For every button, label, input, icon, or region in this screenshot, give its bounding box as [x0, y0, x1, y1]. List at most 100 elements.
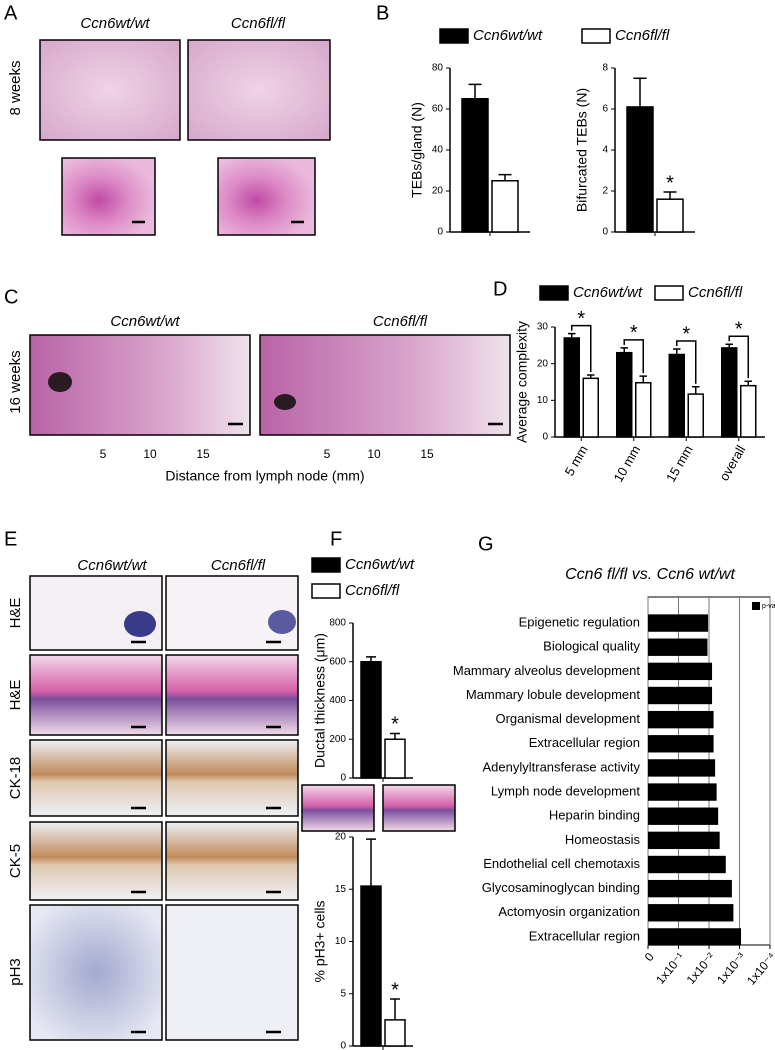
- micrograph: [259, 334, 511, 436]
- category-label: Mammary alveolus development: [453, 663, 641, 678]
- y-tick-label: 4: [602, 145, 608, 156]
- legend-swatch: [752, 602, 760, 610]
- legend-label: Ccn6wt/wt: [345, 556, 415, 573]
- error-bar: [692, 386, 700, 395]
- distance-tick: 5: [324, 447, 331, 461]
- category-label: Endothelial cell chemotaxis: [483, 856, 640, 871]
- legend-label: Ccn6wt/wt: [573, 284, 643, 301]
- micrograph: [165, 654, 299, 736]
- bar: [648, 783, 717, 801]
- row-label: 16 weeks: [7, 350, 24, 413]
- bar: [648, 928, 742, 946]
- y-tick-label: 20: [335, 832, 347, 843]
- lymph-node: [48, 372, 72, 392]
- significance-bracket: [571, 324, 592, 373]
- significance-bracket: [676, 340, 697, 384]
- bar: [687, 393, 704, 438]
- y-tick-label: 0: [542, 432, 548, 443]
- bar: [384, 738, 406, 779]
- significance-bracket: [623, 339, 644, 374]
- micrograph: [217, 157, 316, 236]
- lymph-node: [274, 394, 296, 410]
- y-tick-label: 200: [329, 734, 346, 745]
- legend-swatch: [581, 28, 611, 44]
- error-bar: [366, 838, 376, 887]
- y-tick-label: 15: [335, 884, 347, 895]
- bar: [616, 351, 633, 438]
- y-tick-label: 8: [602, 63, 608, 74]
- micrograph: [187, 39, 331, 141]
- micrograph: [39, 39, 181, 141]
- x-tick-label: 1x10⁻⁴: [744, 950, 775, 988]
- distance-tick: 5: [100, 447, 107, 461]
- y-tick-label: 10: [335, 936, 347, 947]
- y-tick-label: 20: [537, 358, 549, 369]
- category-label: Biological quality: [543, 639, 640, 654]
- bar: [668, 353, 685, 438]
- x-tick-label: 15 mm: [663, 443, 696, 485]
- x-axis-label: Distance from lymph node (mm): [165, 468, 364, 484]
- category-label: Heparin binding: [549, 808, 640, 823]
- category-label: Actomyosin organization: [498, 904, 640, 919]
- bar: [563, 337, 580, 438]
- bar: [740, 384, 757, 438]
- panel-label: G: [478, 533, 494, 555]
- micrograph: [382, 784, 456, 832]
- bar: [648, 686, 713, 705]
- significance: *: [577, 308, 585, 330]
- error-bar: [725, 343, 733, 348]
- category-label: Extracellular region: [529, 928, 640, 943]
- error-bar: [468, 83, 482, 99]
- bar: [626, 106, 654, 233]
- error-bar: [587, 374, 595, 379]
- bar: [648, 807, 719, 825]
- legend-label: p-value: [762, 603, 775, 610]
- bar: [648, 831, 720, 850]
- error-bar: [633, 77, 647, 107]
- error-bar: [744, 380, 752, 386]
- micrograph: [29, 821, 163, 901]
- column-header: Ccn6fl/fl: [231, 15, 286, 32]
- bar: [648, 904, 734, 922]
- y-tick-label: 80: [432, 63, 444, 74]
- significance: *: [391, 714, 399, 736]
- distance-tick: 10: [367, 447, 381, 461]
- bar: [360, 661, 382, 779]
- row-label: pH3: [7, 958, 24, 986]
- y-axis-label: Ductal thickness (μm): [312, 633, 328, 768]
- bar: [461, 98, 489, 233]
- error-bar: [568, 332, 576, 338]
- legend-label: Ccn6wt/wt: [473, 27, 543, 44]
- x-tick-label: 0: [642, 950, 657, 964]
- category-label: Epigenetic regulation: [519, 615, 640, 630]
- micrograph: [29, 904, 163, 1041]
- y-tick-label: 0: [340, 773, 346, 784]
- y-axis-label: Bifurcated TEBs (N): [574, 88, 590, 212]
- y-axis-label: % pH3+ cells: [312, 900, 328, 982]
- row-label: H&E: [7, 598, 24, 629]
- significance: *: [391, 979, 399, 1001]
- micrograph: [29, 739, 163, 817]
- category-label: Glycosaminoglycan binding: [482, 880, 640, 895]
- micrograph: [61, 157, 156, 236]
- x-tick-label: 5 mm: [562, 443, 591, 479]
- legend-label: Ccn6fl/fl: [345, 582, 400, 599]
- bar: [648, 662, 713, 681]
- category-label: Mammary lobule development: [466, 687, 641, 702]
- bar: [582, 377, 599, 438]
- error-bar: [663, 191, 677, 200]
- y-tick-label: 600: [329, 656, 346, 667]
- micrograph: [29, 654, 163, 736]
- bar: [656, 198, 684, 233]
- panel-label: C: [4, 286, 18, 308]
- legend-label: Ccn6fl/fl: [615, 27, 670, 44]
- legend-label: Ccn6fl/fl: [688, 284, 743, 301]
- error-bar: [390, 732, 400, 740]
- lymph-node: [124, 611, 156, 637]
- bar: [635, 381, 652, 438]
- bar: [384, 1019, 406, 1047]
- x-tick-label: 1x10⁻³: [714, 950, 748, 987]
- lymph-node: [268, 610, 296, 634]
- column-header: Ccn6fl/fl: [211, 557, 266, 574]
- bar: [648, 614, 709, 632]
